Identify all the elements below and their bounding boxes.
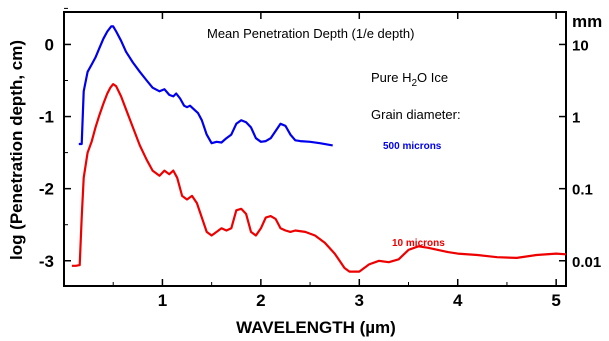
y-tick-label: 0 <box>45 35 54 54</box>
axis-ticks: 1 2 3 4 5 0 -1 -2 -3 10 1 0.1 0.01 <box>39 7 601 310</box>
x-tick-label: 5 <box>551 291 560 310</box>
right-tick-label: 0.1 <box>572 182 593 199</box>
right-tick-label: 1 <box>572 110 580 127</box>
right-tick-label: 0.01 <box>572 254 601 271</box>
series-line-500-microns <box>78 25 333 147</box>
material-label: Pure H2O Ice <box>371 70 448 89</box>
y-axis-label: log (Penetration depth, cm) <box>7 40 26 260</box>
y-tick-label: -1 <box>39 108 54 127</box>
right-axis-unit: mm <box>572 12 602 31</box>
x-axis-label: WAVELENGTH (µm) <box>236 318 396 337</box>
right-tick-label: 10 <box>572 37 589 54</box>
grain-diameter-label: Grain diameter: <box>371 107 461 122</box>
y-tick-label: -2 <box>39 180 54 199</box>
x-tick-label: 2 <box>256 291 265 310</box>
x-tick-label: 3 <box>355 291 364 310</box>
x-tick-label: 4 <box>453 291 463 310</box>
chart-title: Mean Penetration Depth (1/e depth) <box>207 26 414 41</box>
series-label-10-microns: 10 microns <box>392 238 445 249</box>
series-lines <box>71 25 567 273</box>
y-tick-label: -3 <box>39 252 54 271</box>
x-tick-label: 1 <box>158 291 167 310</box>
plot-frame <box>63 11 567 287</box>
series-line-10-microns <box>71 82 567 273</box>
series-label-500-microns: 500 microns <box>383 141 442 152</box>
